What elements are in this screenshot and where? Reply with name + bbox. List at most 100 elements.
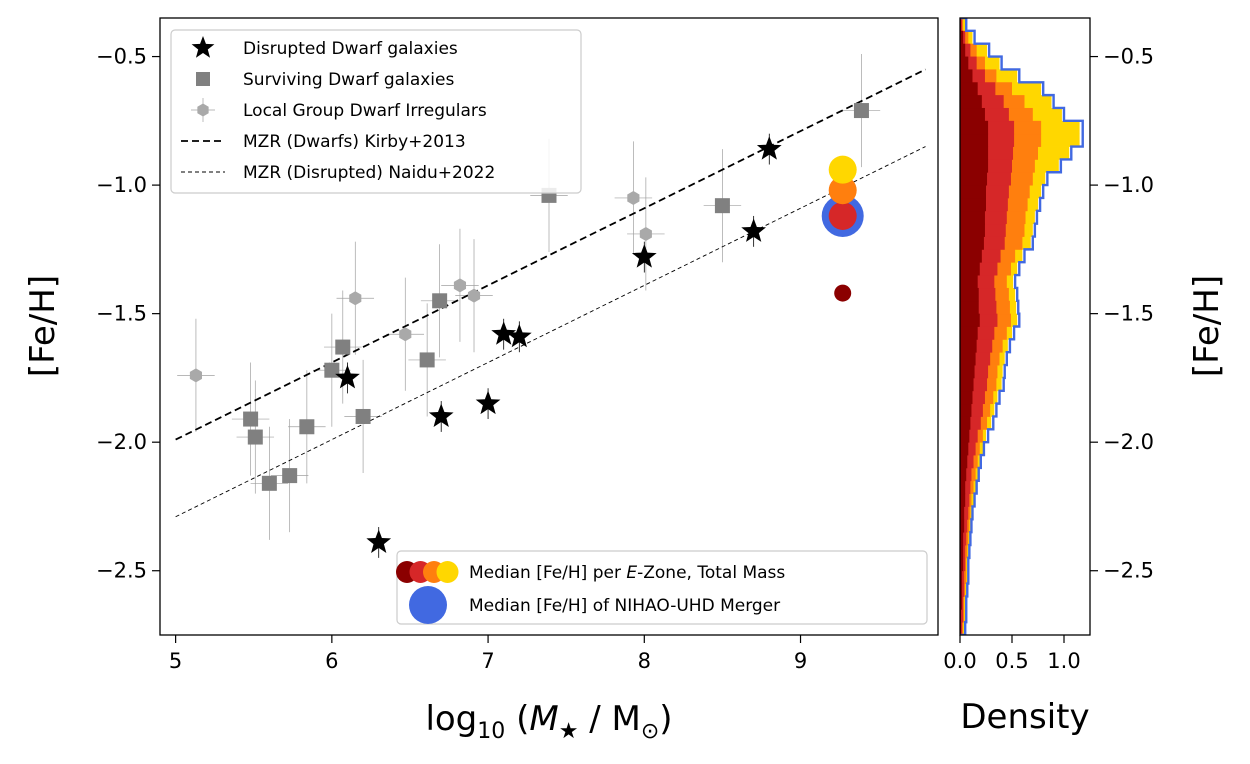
surviving-dwarf-point: [261, 475, 277, 491]
y-tick-label: −1.5: [96, 302, 147, 326]
histogram-bar: [960, 442, 969, 456]
surviving-dwarf-point: [282, 468, 298, 484]
histogram-bar: [960, 69, 973, 83]
histogram-bar: [960, 506, 969, 520]
histogram-bar: [960, 545, 964, 559]
legend-entry-label: Disrupted Dwarf galaxies: [243, 39, 458, 59]
histogram-bar: [960, 506, 965, 520]
histogram-bar: [960, 300, 979, 315]
histogram-bar: [960, 403, 972, 417]
disrupted-dwarf-point: [741, 218, 767, 242]
legend-entry-label: Median [Fe/H] of NIHAO-UHD Merger: [469, 596, 780, 616]
histogram-bar: [960, 43, 966, 57]
ezone-median-point: [828, 201, 857, 230]
histogram-bar: [960, 146, 989, 160]
local-group-point: [399, 327, 412, 342]
ezone-median-point: [828, 155, 857, 184]
histogram-x-tick-label: 0.0: [943, 649, 976, 673]
histogram-bar: [960, 107, 985, 122]
histogram-bar: [960, 287, 979, 302]
histogram-y-tick-label: −2.0: [1103, 430, 1154, 454]
histogram-bar: [960, 262, 980, 276]
local-group-point: [453, 278, 467, 293]
disrupted-dwarf-point: [506, 323, 532, 348]
histogram-x-ticks: 0.0 0.5 1.0: [943, 635, 1081, 673]
y-tick-label: −2.0: [96, 430, 147, 454]
legend-star-icon: [191, 36, 215, 58]
histogram-bar: [960, 583, 963, 597]
disrupted-dwarf-point: [335, 364, 360, 389]
x-tick-label: 9: [794, 649, 807, 673]
y-tick-label: −0.5: [96, 45, 147, 69]
histogram-bar: [960, 622, 963, 635]
histogram-bar: [960, 249, 982, 263]
local-group-point: [349, 291, 362, 306]
ezone-median-point: [834, 284, 852, 302]
y-tick-label: −2.5: [96, 559, 147, 583]
x-tick-label: 7: [481, 649, 494, 673]
histogram-y-tick-label: −2.5: [1103, 559, 1154, 583]
histogram-bar: [960, 210, 985, 225]
histogram-bar: [960, 519, 965, 533]
histogram-bar: [960, 133, 989, 147]
histogram-bar: [960, 570, 963, 584]
histogram-bar: [960, 455, 968, 469]
histogram-x-axis-label: Density: [960, 697, 1089, 737]
histogram-bar: [960, 95, 982, 109]
local-group-point: [627, 190, 640, 205]
histogram-y-tick-label: −0.5: [1103, 45, 1154, 69]
surviving-dwarf-point: [335, 339, 351, 355]
main-axes-frame: [159, 17, 939, 636]
histogram-bar: [960, 223, 985, 237]
histogram-bar: [960, 352, 976, 366]
main-y-axis-label: [Fe/H]: [23, 275, 63, 377]
histogram-bar: [960, 56, 969, 70]
surviving-dwarf-point: [355, 408, 371, 424]
ezone-median-point: [828, 176, 857, 205]
disrupted-dwarf-point: [631, 244, 657, 268]
histogram-bar: [960, 493, 966, 507]
disrupted-dwarf-point: [366, 529, 392, 553]
disrupted-dwarf-point: [475, 390, 501, 415]
legend-hexagon-icon: [197, 103, 209, 117]
main-scatter-plot: 5 6 7 8 9 −0.5 −1.0 −1.5 −2.0 −2.5 Disrupted Dwa…: [23, 17, 939, 744]
main-x-ticks: 5 6 7 8 9: [169, 635, 807, 673]
histogram-bar: [960, 365, 975, 379]
histogram-axes-frame: [959, 17, 1091, 636]
legend-bottom-frame: [396, 550, 928, 625]
data-markers: [189, 103, 869, 553]
histogram-bar: [960, 377, 974, 392]
histogram-bar: [960, 197, 986, 212]
histogram-bar: [960, 120, 989, 135]
histogram-bar: [960, 159, 989, 173]
surviving-dwarf-point: [432, 293, 448, 309]
legend-entry-label: MZR (Disrupted) Naidu+2022: [243, 163, 495, 183]
histogram-bar: [960, 326, 978, 340]
histogram-y-ticks: −0.5 −1.0 −1.5 −2.0 −2.5: [1090, 45, 1154, 583]
histogram-y-tick-label: −1.5: [1103, 302, 1154, 326]
main-y-ticks: −0.5 −1.0 −1.5 −2.0 −2.5: [96, 45, 160, 583]
surviving-dwarf-point: [714, 198, 730, 214]
histogram-bar: [960, 390, 973, 405]
histogram-bar: [960, 275, 978, 289]
histogram-x-tick-label: 0.5: [995, 649, 1028, 673]
y-tick-label: −1.0: [96, 173, 147, 197]
histogram-bar: [960, 82, 978, 96]
disrupted-dwarf-point: [756, 136, 782, 160]
histogram-y-tick-label: −1.0: [1103, 173, 1154, 197]
local-group-point: [639, 226, 652, 241]
histogram-bar: [960, 429, 970, 443]
surviving-dwarf-point: [243, 411, 259, 427]
histogram-bar: [960, 596, 963, 610]
disrupted-dwarf-point: [491, 321, 517, 345]
histogram-bar: [960, 339, 977, 353]
legend-bottom: Median [Fe/H] per E-Zone, Total Mass Medi…: [396, 550, 928, 625]
legend-merger-circle-icon: [409, 586, 447, 624]
surviving-dwarf-point: [247, 429, 263, 445]
mzr-lines: [175, 68, 926, 518]
mzr-disrupted-line: [175, 146, 926, 518]
histogram-bar: [960, 313, 980, 327]
histogram-bar: [960, 480, 966, 495]
